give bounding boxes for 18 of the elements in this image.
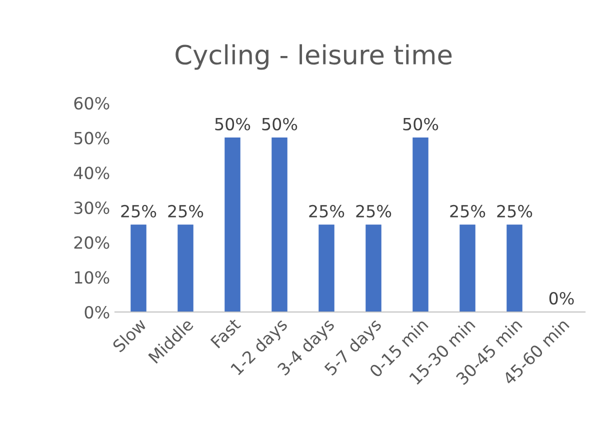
data-label: 25% [168,204,204,218]
chart-title: Cycling - leisure time [176,44,452,70]
data-label: 25% [309,204,344,218]
y-tick-label: 40% [74,166,110,180]
y-tick-label: 0% [84,306,110,319]
y-tick-label: 50% [74,132,110,144]
y-tick-label: 10% [74,271,110,284]
data-label: 25% [121,204,156,218]
data-label: 25% [497,204,532,218]
data-label: 50% [403,118,438,130]
y-tick-label: 60% [74,96,110,110]
data-label: 50% [215,118,250,130]
data-label: 0% [549,292,574,305]
data-label: 25% [450,204,486,218]
data-label: 25% [356,204,392,218]
y-tick-label: 30% [74,201,110,214]
y-tick-label: 20% [74,236,110,249]
data-label: 50% [262,118,298,130]
